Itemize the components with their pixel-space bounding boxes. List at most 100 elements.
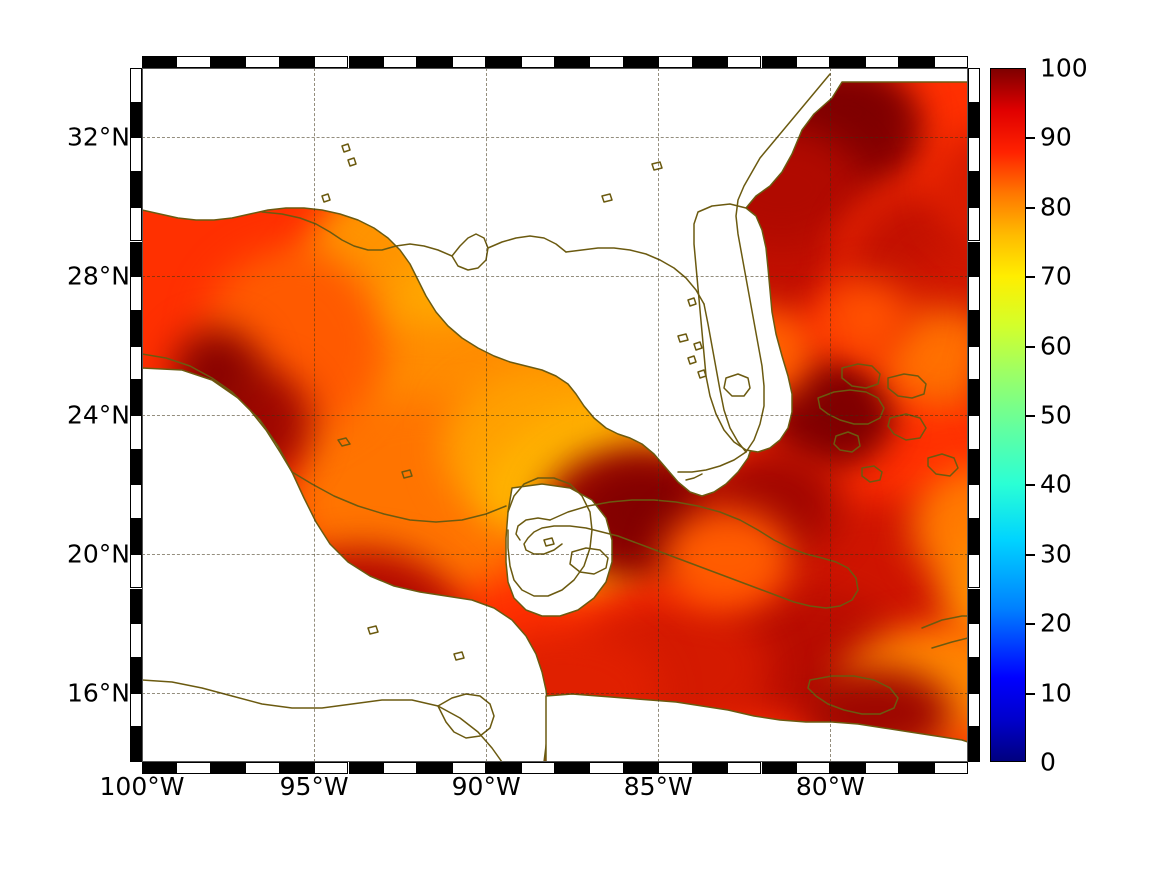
frame-segment: [451, 56, 487, 68]
frame-segment: [130, 623, 142, 658]
y-tick-label: 32°N: [66, 122, 130, 152]
frame-segment: [130, 553, 142, 589]
frame-segment: [130, 519, 142, 554]
frame-segment: [130, 588, 142, 624]
frame-segment: [176, 56, 211, 68]
frame-segment: [727, 762, 762, 774]
frame-segment: [968, 102, 980, 138]
frame-segment: [658, 56, 693, 68]
colorbar-tick-mark: [1026, 484, 1035, 487]
frame-segment: [968, 380, 980, 415]
frame-segment: [130, 68, 142, 103]
frame-segment: [933, 56, 968, 68]
colorbar-tick-label: 0: [1040, 747, 1056, 777]
frame-segment: [968, 345, 980, 381]
frame-segment: [761, 56, 796, 68]
frame-segment: [968, 623, 980, 658]
frame-segment: [130, 276, 142, 311]
colorbar-tick-mark: [1026, 137, 1035, 140]
gridline-lat-16n: [142, 693, 968, 694]
frame-segment: [555, 56, 590, 68]
frame-segment: [130, 345, 142, 381]
frame-segment: [968, 241, 980, 277]
frame-segment: [417, 56, 452, 68]
colorbar-tick-label: 60: [1040, 331, 1072, 361]
frame-segment: [130, 206, 142, 242]
frame-segment: [968, 137, 980, 173]
frame-segment: [417, 762, 452, 774]
colorbar-tick-label: 50: [1040, 400, 1072, 430]
colorbar-tick-mark: [1026, 553, 1035, 556]
frame-segment: [899, 56, 934, 68]
colorbar-tick-label: 100: [1040, 53, 1088, 83]
x-tick-label: 100°W: [99, 772, 185, 801]
gridline-lat-20n: [142, 554, 968, 555]
frame-segment: [130, 692, 142, 728]
y-tick-label: 24°N: [66, 400, 130, 430]
gridline-lat-24n: [142, 415, 968, 416]
frame-segment: [968, 276, 980, 311]
frame-segment: [382, 56, 418, 68]
frame-segment: [130, 657, 142, 693]
frame-segment: [795, 56, 831, 68]
frame-segment: [830, 56, 865, 68]
frame-segment: [864, 56, 900, 68]
frame-segment: [555, 762, 590, 774]
colorbar-tick-label: 70: [1040, 261, 1072, 291]
frame-segment: [968, 68, 980, 103]
frame-segment: [210, 56, 246, 68]
colorbar-tick-label: 90: [1040, 122, 1072, 152]
frame-segment: [589, 762, 624, 774]
frame-segment: [130, 484, 142, 520]
frame-segment: [968, 692, 980, 728]
colorbar-tick-label: 40: [1040, 469, 1072, 499]
frame-segment: [899, 762, 934, 774]
frame-segment: [245, 762, 280, 774]
frame-segment: [130, 380, 142, 415]
frame-segment: [968, 553, 980, 589]
frame-segment: [968, 310, 980, 346]
frame-segment: [761, 762, 796, 774]
colorbar-tick-label: 20: [1040, 608, 1072, 638]
colorbar-tick-mark: [1026, 276, 1035, 279]
x-tick-label: 95°W: [279, 772, 349, 801]
colorbar-tick-mark: [1026, 415, 1035, 417]
gridline-lat-28n: [142, 276, 968, 277]
frame-segment: [486, 56, 521, 68]
frame-segment: [968, 172, 980, 207]
frame-segment: [968, 484, 980, 520]
frame-segment: [130, 137, 142, 173]
colorbar-gradient: [991, 69, 1025, 761]
colorbar[interactable]: [990, 68, 1026, 762]
frame-segment: [968, 588, 980, 624]
y-tick-label: 16°N: [66, 678, 130, 708]
colorbar-tick-mark: [1026, 623, 1035, 626]
frame-segment: [279, 56, 315, 68]
frame-segment: [130, 449, 142, 485]
colorbar-tick-mark: [1026, 692, 1035, 695]
frame-segment: [968, 206, 980, 242]
frame-segment: [142, 56, 177, 68]
frame-segment: [968, 727, 980, 762]
frame-segment: [933, 762, 968, 774]
frame-segment: [589, 56, 624, 68]
colorbar-tick-mark: [1026, 206, 1035, 209]
x-tick-label: 85°W: [623, 772, 693, 801]
frame-segment: [314, 56, 349, 68]
frame-segment: [623, 56, 659, 68]
frame-segment: [520, 762, 555, 774]
colorbar-tick-label: 80: [1040, 192, 1072, 222]
map-plot-area[interactable]: [142, 68, 968, 762]
frame-segment: [692, 762, 728, 774]
frame-segment: [130, 415, 142, 450]
frame-segment: [245, 56, 280, 68]
frame-segment: [968, 519, 980, 554]
frame-segment: [968, 415, 980, 450]
x-tick-label: 80°W: [795, 772, 865, 801]
frame-segment: [130, 172, 142, 207]
frame-segment: [130, 310, 142, 346]
frame-segment: [348, 762, 383, 774]
frame-segment: [210, 762, 246, 774]
frame-segment: [692, 56, 728, 68]
